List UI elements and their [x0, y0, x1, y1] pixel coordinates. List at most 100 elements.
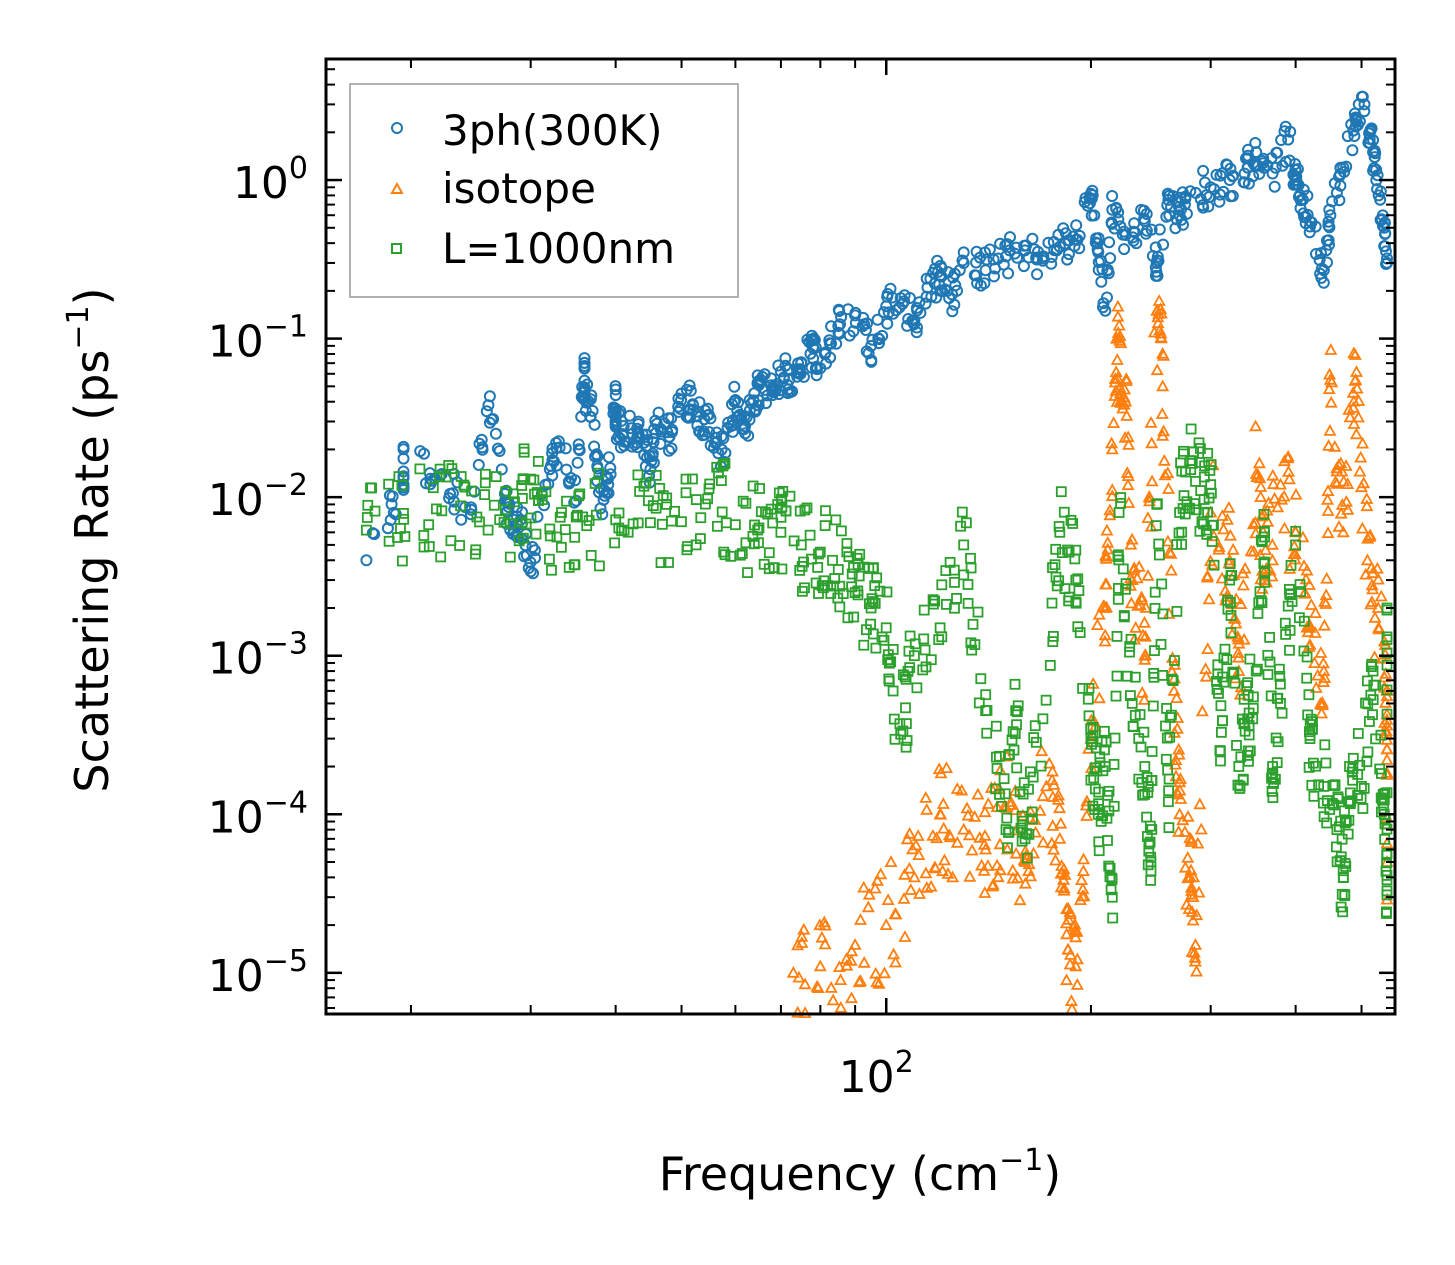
data-point-boundary — [980, 689, 992, 701]
data-point-boundary — [594, 560, 605, 572]
data-point-boundary — [869, 580, 881, 591]
data-point-isotope — [1118, 382, 1132, 395]
data-point-3ph — [1085, 209, 1098, 222]
data-point-boundary — [1093, 836, 1105, 848]
data-point-isotope — [1365, 595, 1379, 607]
data-point-3ph — [672, 392, 685, 405]
data-point-3ph — [1110, 202, 1123, 215]
data-point-3ph — [948, 267, 961, 280]
data-point-boundary — [443, 459, 455, 471]
data-point-boundary — [990, 720, 1002, 732]
data-point-isotope — [1297, 586, 1311, 599]
data-point-boundary — [1102, 790, 1114, 801]
data-point-boundary — [1053, 521, 1065, 532]
data-point-boundary — [1357, 803, 1369, 814]
legend-circle-marker — [391, 122, 403, 134]
data-point-boundary — [504, 551, 516, 563]
data-point-boundary — [1308, 790, 1320, 802]
data-point-boundary — [776, 493, 787, 505]
data-point-boundary — [1124, 646, 1135, 658]
data-point-3ph — [957, 246, 970, 259]
data-point-isotope — [1184, 863, 1198, 876]
data-point-3ph — [1092, 232, 1105, 245]
data-point-isotope — [1098, 628, 1112, 641]
data-point-boundary — [1253, 597, 1265, 608]
data-point-boundary — [1274, 663, 1285, 675]
data-point-boundary — [747, 480, 759, 492]
data-point-boundary — [1087, 800, 1099, 812]
data-point-3ph — [654, 437, 667, 450]
data-point-isotope — [1105, 442, 1119, 455]
data-point-isotope — [1236, 578, 1250, 591]
data-point-isotope — [1119, 372, 1133, 384]
data-point-boundary — [657, 490, 669, 502]
data-point-boundary — [933, 634, 945, 645]
data-point-isotope — [1092, 691, 1106, 704]
data-point-isotope — [1139, 600, 1153, 613]
data-point-isotope — [1251, 468, 1265, 480]
data-point-isotope — [1047, 842, 1061, 855]
data-point-isotope — [1189, 964, 1204, 977]
data-point-3ph — [631, 441, 644, 454]
data-point-boundary — [940, 565, 952, 576]
data-point-isotope — [797, 922, 811, 935]
data-point-3ph — [739, 427, 752, 440]
data-point-3ph — [980, 253, 993, 266]
data-point-isotope — [1322, 382, 1336, 395]
data-point-boundary — [1083, 683, 1095, 694]
data-point-boundary — [1015, 822, 1027, 834]
data-point-3ph — [1297, 207, 1310, 220]
data-point-boundary — [1308, 757, 1319, 769]
data-point-boundary — [1112, 593, 1124, 605]
data-point-isotope — [1244, 544, 1258, 557]
data-point-isotope — [1150, 363, 1164, 376]
data-point-isotope — [1136, 628, 1150, 641]
data-point-isotope — [1368, 610, 1382, 623]
data-point-3ph — [571, 456, 584, 469]
data-point-3ph — [1199, 176, 1211, 189]
data-point-isotope — [1158, 468, 1172, 481]
data-point-isotope — [1324, 343, 1338, 355]
data-point-3ph — [849, 316, 862, 329]
data-point-3ph — [1297, 183, 1310, 196]
data-point-isotope — [1045, 764, 1060, 777]
data-point-isotope — [1080, 809, 1094, 821]
data-point-boundary — [1298, 645, 1310, 657]
data-point-boundary — [955, 520, 966, 532]
data-point-boundary — [904, 662, 916, 673]
data-point-3ph — [1268, 180, 1281, 193]
data-point-boundary — [1225, 570, 1237, 581]
data-point-boundary — [934, 622, 946, 634]
data-point-boundary — [504, 518, 516, 530]
data-point-boundary — [1321, 817, 1333, 829]
data-point-isotope — [1107, 416, 1121, 429]
data-point-boundary — [867, 628, 879, 640]
data-point-boundary — [1221, 654, 1233, 665]
data-point-3ph — [1317, 264, 1330, 277]
data-point-boundary — [1065, 514, 1077, 526]
legend-item-3ph: 3ph(300K) — [391, 106, 662, 155]
data-point-3ph — [884, 282, 897, 295]
data-point-isotope — [1046, 819, 1060, 831]
data-point-3ph — [712, 447, 725, 460]
data-point-3ph — [914, 306, 927, 319]
data-point-boundary — [1106, 891, 1118, 903]
data-point-isotope — [924, 879, 938, 892]
data-point-isotope — [1039, 779, 1053, 792]
data-point-boundary — [687, 473, 698, 485]
data-point-boundary — [1340, 861, 1352, 872]
data-point-isotope — [1000, 842, 1014, 855]
data-point-boundary — [1023, 783, 1034, 795]
data-point-isotope — [1265, 553, 1280, 566]
data-point-boundary — [1244, 653, 1256, 665]
data-point-boundary — [427, 482, 439, 494]
data-point-3ph — [948, 298, 961, 311]
data-point-3ph — [808, 334, 821, 346]
data-point-boundary — [962, 579, 974, 590]
data-point-boundary — [559, 524, 571, 535]
data-point-isotope — [919, 866, 933, 879]
data-point-boundary — [1354, 759, 1366, 771]
data-point-3ph — [1351, 119, 1364, 131]
data-point-3ph — [1022, 251, 1035, 264]
data-point-3ph — [823, 337, 836, 350]
